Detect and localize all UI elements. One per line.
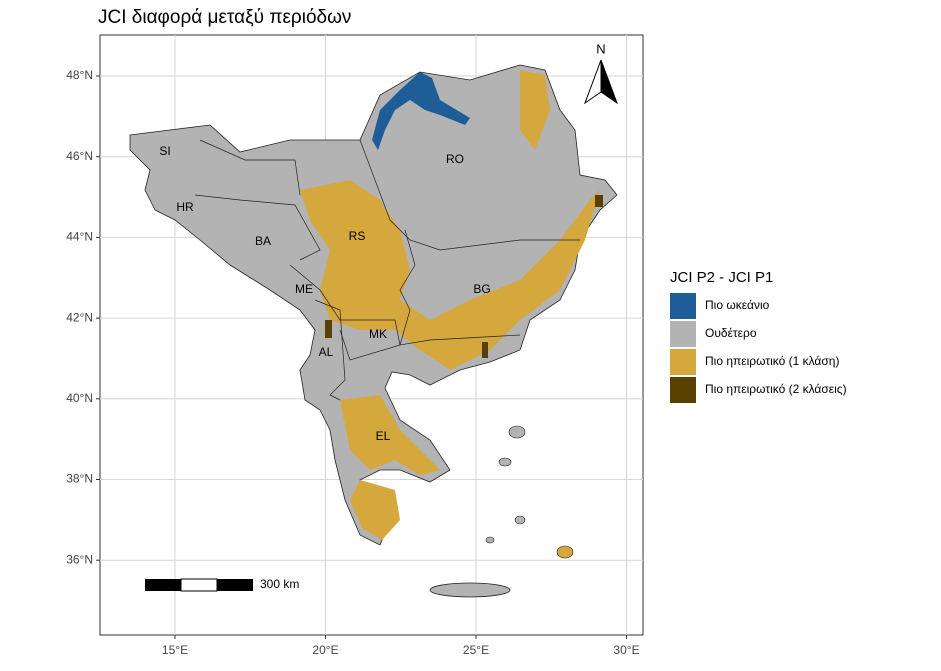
border	[399, 229, 521, 346]
legend-title: JCI P2 - JCI P1	[670, 269, 773, 286]
legend-swatch	[670, 293, 696, 319]
continental-area	[350, 480, 400, 540]
border	[194, 194, 321, 261]
scale-segment	[145, 579, 181, 591]
country-label: RO	[446, 152, 464, 166]
scale-segment	[180, 578, 218, 592]
y-tick-label: 42°N	[66, 310, 93, 324]
legend-swatch	[670, 377, 696, 403]
country-label: ME	[295, 282, 313, 296]
y-tick-label: 46°N	[66, 149, 93, 163]
y-tick-label: 44°N	[66, 230, 93, 244]
borders	[194, 139, 580, 401]
x-tick-label: 20°E	[312, 643, 338, 657]
border	[199, 139, 301, 196]
legend-label: Ουδέτερο	[705, 326, 757, 340]
north-arrow: N	[583, 41, 619, 105]
strong-continental	[482, 342, 488, 358]
land	[129, 64, 618, 598]
island	[485, 536, 495, 544]
country-label: SI	[159, 144, 170, 158]
legend: JCI P2 - JCI P1 Πιο ωκεάνιο Ουδέτερο Πιο η…	[670, 269, 847, 403]
border	[314, 299, 346, 401]
y-tick-label: 36°N	[66, 552, 93, 566]
country-label: BG	[473, 282, 490, 296]
continental-area	[340, 395, 440, 475]
island	[508, 425, 526, 439]
north-label: N	[596, 41, 605, 56]
y-tick-label: 38°N	[66, 472, 93, 486]
scale-segment	[217, 579, 253, 591]
y-tick-label: 48°N	[66, 68, 93, 82]
legend-swatch	[670, 321, 696, 347]
scale-bar: 300 km	[145, 577, 299, 592]
map-title: JCI διαφορά μεταξύ περιόδων	[98, 7, 351, 28]
continental-area	[520, 70, 550, 150]
island	[498, 457, 512, 467]
country-label: MK	[369, 327, 387, 341]
oceanic-area	[372, 72, 470, 150]
strong-continental	[595, 195, 603, 207]
legend-swatch	[670, 349, 696, 375]
island	[429, 582, 511, 598]
country-label: AL	[319, 345, 334, 359]
country-label: RS	[349, 229, 366, 243]
country-label: EL	[376, 429, 391, 443]
y-tick-label: 40°N	[66, 391, 93, 405]
scale-label: 300 km	[260, 577, 299, 591]
border	[359, 139, 580, 251]
legend-label: Πιο ωκεάνιο	[705, 298, 770, 312]
strong-continental	[325, 320, 332, 338]
country-label: HR	[176, 200, 194, 214]
country-label: BA	[255, 234, 271, 248]
x-tick-label: 25°E	[463, 643, 489, 657]
legend-label: Πιο ηπειρωτικό (2 κλάσεις)	[705, 382, 847, 396]
island	[556, 545, 574, 559]
legend-label: Πιο ηπειρωτικό (1 κλάση)	[705, 354, 839, 368]
continental-area	[300, 180, 600, 370]
x-tick-label: 15°E	[162, 643, 188, 657]
island	[514, 515, 526, 525]
border	[289, 264, 401, 361]
arrow-half	[600, 59, 619, 105]
x-tick-label: 30°E	[613, 643, 639, 657]
